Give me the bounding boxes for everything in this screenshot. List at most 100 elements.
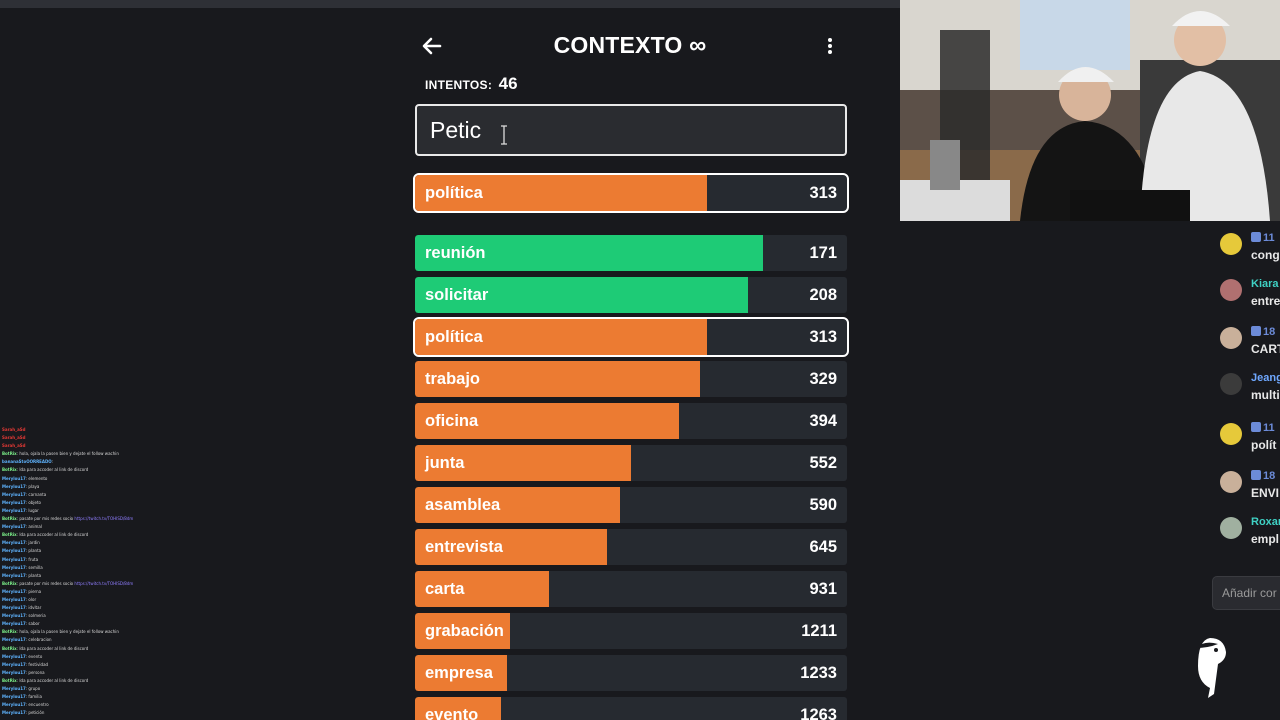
chat-text: multi — [1251, 388, 1280, 402]
chat-line: BotRix: Ida para accoder al link de disc… — [2, 466, 222, 474]
chat-username: Merylou17 — [2, 491, 26, 497]
chat-text: : encuentro — [25, 702, 49, 708]
chat-line: Sarah_aSd — [2, 426, 222, 434]
chat-line: BotRix: pasate por mis redes socio https… — [2, 580, 222, 588]
chat-username: Merylou17 — [2, 661, 26, 667]
guess-rank: 313 — [809, 328, 837, 346]
badge-count: 18 — [1263, 470, 1276, 482]
proximity-bar — [415, 361, 701, 397]
chat-line: Merylou17: playa — [2, 483, 222, 491]
chat-username: Merylou17 — [2, 702, 26, 708]
chat-line: BotRix: hola, ojala la pasen bien y deja… — [2, 450, 222, 458]
guess-word: reunión — [425, 244, 486, 262]
chat-message-input[interactable]: Añadir cor — [1212, 576, 1280, 610]
chat-username: Merylou17 — [2, 499, 26, 505]
chat-line: Merylou17: animal — [2, 523, 222, 531]
chat-line: BotRix: Ida para accoder al link de disc… — [2, 645, 222, 653]
chat-line: Merylou17: lugar — [2, 507, 222, 515]
chat-line: Merylou17: solmeria — [2, 612, 222, 620]
chat-username: Jeang — [1251, 372, 1280, 384]
chat-line: Merylou17: carnanta — [2, 491, 222, 499]
sub-badge-icon — [1251, 232, 1261, 242]
infinity-icon: ∞ — [689, 32, 707, 59]
chat-line: BotRix: pasate por mis redes socio https… — [2, 515, 222, 523]
chat-username: Merylou17 — [2, 507, 26, 513]
guess-rank: 1211 — [801, 622, 837, 640]
guess-rank: 394 — [809, 412, 837, 430]
chat-username: Sarah_aSd — [2, 435, 26, 441]
avatar — [1220, 279, 1242, 301]
page-title: CONTEXTO ∞ — [550, 32, 710, 60]
chat-username: 11 — [1251, 422, 1275, 434]
avatar — [1220, 423, 1242, 445]
chat-username: Merylou17 — [2, 596, 26, 602]
chat-text: : lugar — [25, 507, 39, 513]
badge-count: 18 — [1263, 326, 1276, 338]
chat-text: CART — [1251, 342, 1280, 356]
sub-badge-icon — [1251, 326, 1261, 336]
attempts-value: 46 — [498, 74, 518, 93]
chat-username: Sarah_aSd — [2, 443, 26, 449]
guess-row: asamblea 590 — [415, 487, 847, 523]
guess-word: solicitar — [425, 286, 489, 304]
chat-line: Merylou17: encuentro — [2, 701, 222, 709]
guess-rank: 1233 — [800, 664, 837, 682]
chat-text: entre — [1251, 294, 1280, 308]
browser-top-strip — [0, 0, 900, 8]
chat-text: : Ida para accoder al link de discord — [16, 677, 89, 683]
chat-line: Merylou17: planta — [2, 547, 222, 555]
guess-row: reunión 171 — [415, 235, 847, 271]
more-options-button[interactable] — [822, 38, 838, 58]
chat-line: Merylou17: fruta — [2, 556, 222, 564]
chat-text: : jardin — [25, 540, 40, 546]
guess-word: política — [425, 184, 483, 202]
chat-text: : pierna — [25, 588, 42, 594]
proximity-bar — [415, 655, 508, 691]
guess-word: política — [425, 328, 483, 346]
chat-text: : planta — [25, 572, 42, 578]
proximity-bar — [415, 487, 621, 523]
guess-row: carta 931 — [415, 571, 847, 607]
chat-line: Merylou17: semilla — [2, 564, 222, 572]
badge-count: 11 — [1263, 232, 1275, 244]
toucan-logo-icon — [1196, 638, 1226, 698]
guess-rank: 313 — [809, 184, 837, 202]
chat-link[interactable]: https://twitch.tv/TOHISD/8dm — [74, 516, 134, 522]
chat-username: Merylou17 — [2, 710, 26, 716]
chat-text: : elemento — [25, 475, 48, 481]
guess-rank: 329 — [809, 370, 837, 388]
chat-text: : hola, ojala la pasen bien y dejate el … — [16, 629, 119, 635]
last-guess-row: política 313 — [413, 173, 849, 213]
title-text: CONTEXTO — [553, 32, 683, 58]
chat-line: BotRix: Ida para accoder al link de disc… — [2, 677, 222, 685]
chat-username: Merylou17 — [2, 524, 26, 530]
back-arrow-icon[interactable] — [420, 34, 444, 58]
chat-link[interactable]: https://twitch.tv/TOHISD/8dm — [74, 580, 134, 586]
chat-line: Merylou17: jardin — [2, 539, 222, 547]
chat-text: : evento — [25, 653, 43, 659]
guess-rank: 208 — [809, 286, 837, 304]
guess-input[interactable] — [415, 104, 847, 156]
attempts-counter: INTENTOS: 46 — [425, 74, 518, 94]
chat-username: BotRix — [2, 516, 17, 522]
chat-username: Merylou17 — [2, 588, 26, 594]
chat-text: : carnanta — [25, 491, 47, 497]
chat-username: Merylou17 — [2, 556, 26, 562]
chat-line: Merylou17: familia — [2, 693, 222, 701]
chat-text: : — [51, 459, 54, 465]
chat-text: empl — [1251, 532, 1280, 546]
chat-text: : celebracion — [25, 637, 52, 643]
proximity-bar — [415, 613, 511, 649]
chat-line: Merylou17: grupo — [2, 685, 222, 693]
chat-text: : petición — [25, 710, 45, 716]
chat-text: : sabor — [25, 621, 40, 627]
chat-username: Merylou17 — [2, 653, 26, 659]
guess-row: entrevista 645 — [415, 529, 847, 565]
chat-text: : Ida para accoder al link de discord — [16, 645, 89, 651]
guess-row: grabación 1211 — [415, 613, 847, 649]
chat-username: Merylou17 — [2, 548, 26, 554]
guess-rank: 552 — [809, 454, 837, 472]
guess-rank: 645 — [809, 538, 837, 556]
guess-rank: 1263 — [800, 706, 837, 720]
